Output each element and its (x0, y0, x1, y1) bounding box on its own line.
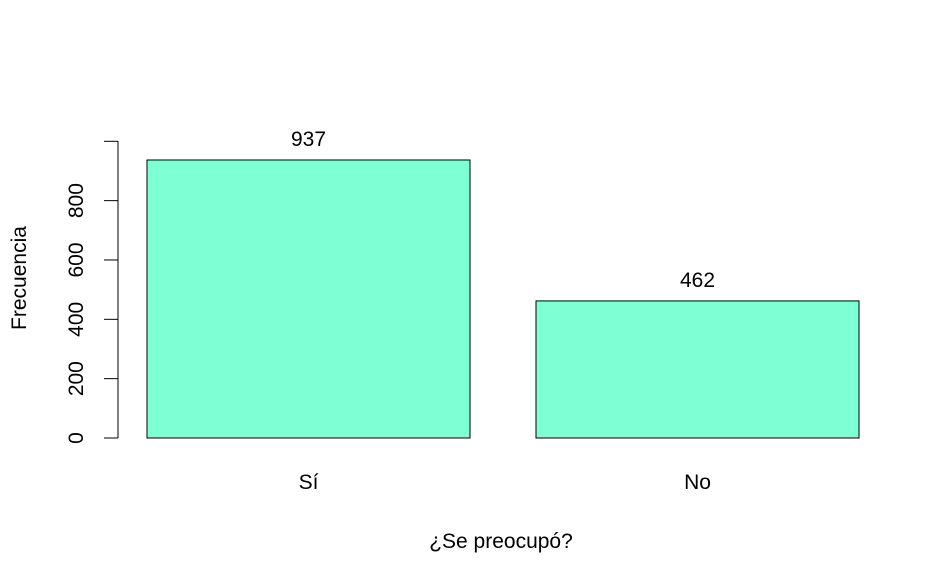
bar-0 (146, 159, 471, 439)
category-label-0: Sí (299, 471, 319, 494)
category-label-1: No (684, 471, 711, 494)
y-axis: 0 200 400 600 800 (65, 140, 119, 444)
data-label-0: 937 (291, 128, 326, 151)
y-tick-label-1: 200 (65, 361, 88, 396)
x-axis-categories: Sí No (299, 471, 711, 494)
y-tick-label-2: 400 (65, 302, 88, 337)
y-tick-label-3: 600 (65, 242, 88, 277)
bar-1 (535, 300, 860, 439)
bars-group (146, 159, 860, 439)
y-axis-title: Frecuencia (8, 226, 31, 330)
y-tick-label-0: 0 (65, 432, 88, 444)
y-tick-label-4: 800 (65, 183, 88, 218)
data-labels-group: 937 462 (291, 128, 715, 292)
x-axis-title: ¿Se preocupó? (429, 530, 573, 553)
data-label-1: 462 (680, 269, 715, 292)
